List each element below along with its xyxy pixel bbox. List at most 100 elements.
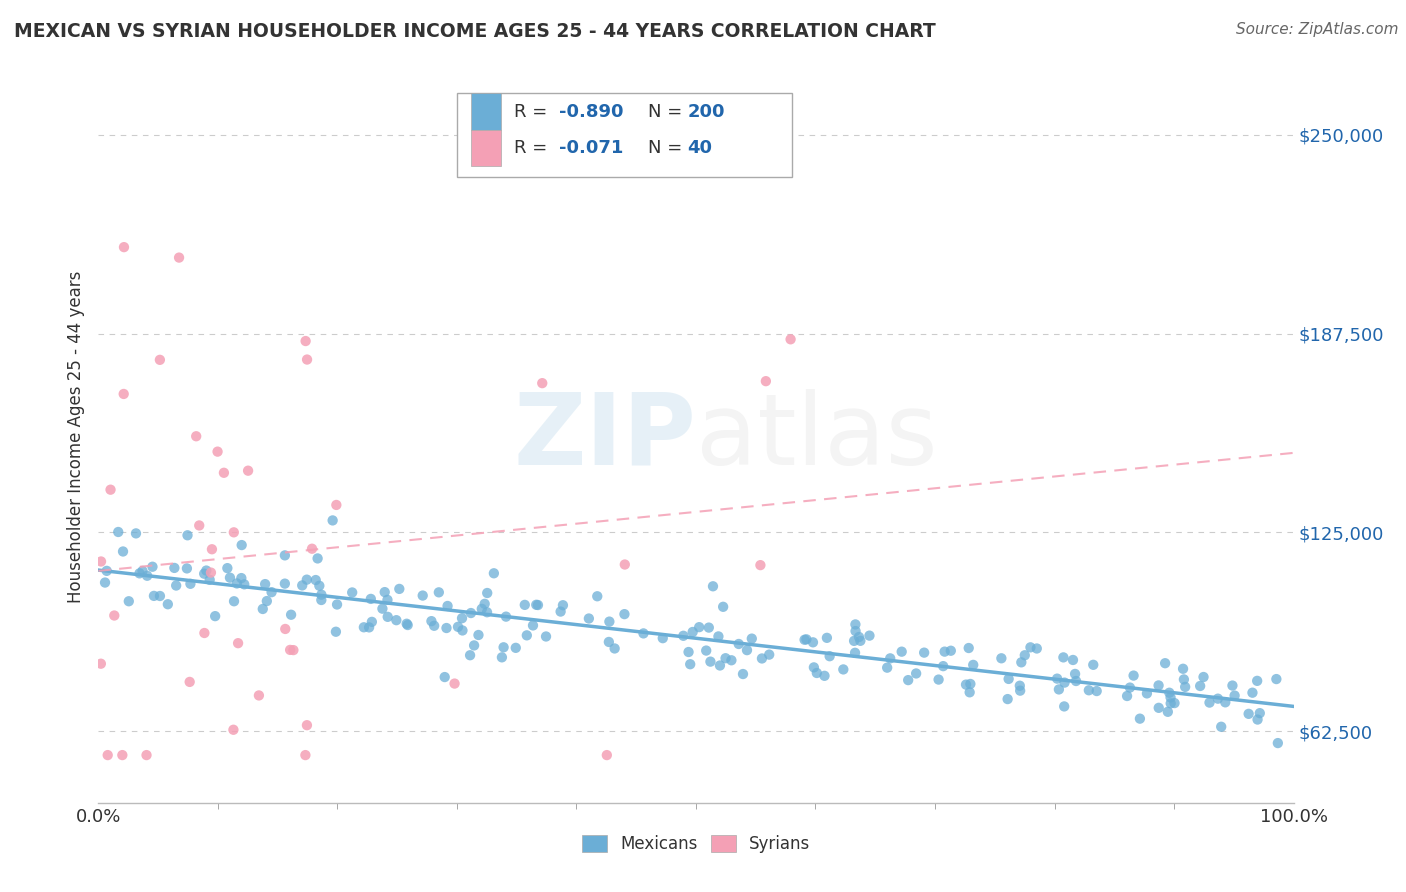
Text: R =: R = [515,103,554,120]
Point [305,573,328,587]
Point [451,624,474,638]
Point [707,629,730,643]
Point [842,633,865,648]
Point [1008,679,1031,693]
Point [672,629,695,643]
Point [1119,681,1142,695]
Point [359,620,381,634]
Point [858,629,880,643]
Text: -0.071: -0.071 [558,139,623,157]
Point [832,662,855,676]
Point [779,332,801,346]
Point [311,588,333,602]
Point [1189,679,1212,693]
Point [697,621,720,635]
Point [90,657,112,671]
Point [1171,662,1194,676]
Point [551,599,574,613]
Point [204,609,226,624]
Point [136,568,159,582]
Point [1064,673,1087,688]
Point [699,655,721,669]
Point [806,665,828,680]
Text: Source: ZipAtlas.com: Source: ZipAtlas.com [1236,22,1399,37]
Point [897,673,920,687]
Point [879,651,901,665]
Point [727,637,749,651]
Point [295,352,318,367]
Point [112,240,135,254]
Point [1163,696,1185,710]
Point [1249,706,1271,720]
Point [176,561,198,575]
Point [613,558,636,572]
Point [1206,691,1229,706]
Point [176,528,198,542]
Point [295,573,318,587]
Point [141,559,163,574]
Point [475,605,498,619]
Point [1136,686,1159,700]
Point [340,585,363,599]
Point [796,632,818,647]
Point [226,636,249,650]
Point [524,598,547,612]
Point [374,585,396,599]
Text: 40: 40 [688,139,713,157]
Point [1198,696,1220,710]
Point [1047,682,1070,697]
Point [1129,712,1152,726]
Point [928,673,950,687]
Point [720,653,742,667]
Point [803,660,825,674]
Point [505,640,527,655]
Point [377,592,399,607]
Point [212,466,235,480]
Point [1025,641,1047,656]
Point [222,723,245,737]
Point [111,748,134,763]
Point [1019,640,1042,655]
Point [311,593,333,607]
Point [711,599,734,614]
Point [254,577,277,591]
Point [731,667,754,681]
Text: N =: N = [648,103,688,120]
Point [1116,689,1139,703]
Point [274,549,297,563]
Point [849,633,872,648]
Point [225,576,247,591]
Text: ZIP: ZIP [513,389,696,485]
Point [307,551,329,566]
Point [709,658,731,673]
Point [217,561,239,575]
Text: R =: R = [515,139,554,157]
Point [94,575,117,590]
Point [179,576,201,591]
Point [222,594,245,608]
Point [818,649,841,664]
Point [1223,689,1246,703]
Point [291,578,314,592]
Point [495,609,517,624]
Point [793,632,815,647]
Point [301,541,323,556]
Point [112,387,135,401]
Text: -0.890: -0.890 [558,103,623,120]
Point [125,526,148,541]
Point [613,607,636,621]
Legend: Mexicans, Syrians: Mexicans, Syrians [582,835,810,853]
Point [939,644,962,658]
Point [876,660,898,674]
Point [758,648,780,662]
Point [1010,656,1032,670]
Point [371,601,394,615]
Point [256,594,278,608]
Point [294,334,316,348]
Point [1211,720,1233,734]
Point [395,616,418,631]
Point [1246,713,1268,727]
Point [103,608,125,623]
Point [1014,648,1036,663]
Point [801,635,824,649]
